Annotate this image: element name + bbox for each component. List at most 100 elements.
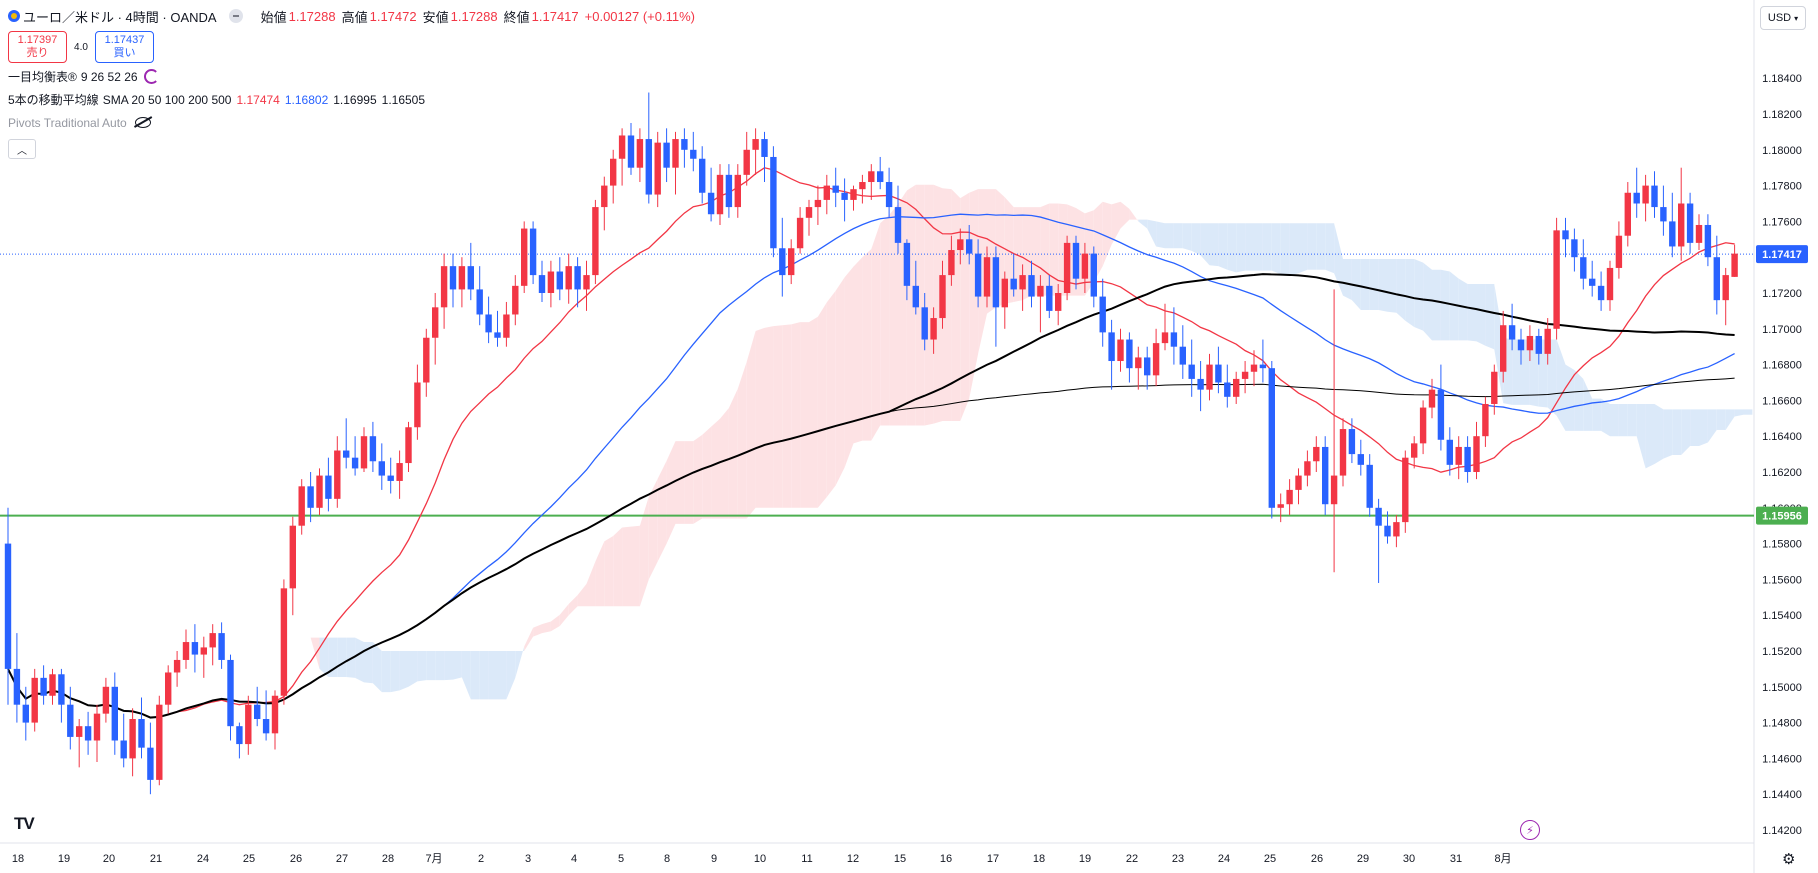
ichimoku-cloud-segment <box>568 595 578 616</box>
candle-body <box>1277 504 1284 508</box>
candle-body <box>1161 332 1169 344</box>
eye-off-icon[interactable] <box>134 117 151 128</box>
price-tick-label: 1.17800 <box>1762 181 1802 193</box>
time-tick-label: 18 <box>12 853 24 865</box>
ichimoku-cloud-segment <box>408 651 418 687</box>
candle-body <box>84 726 92 741</box>
candle-body <box>67 704 74 737</box>
last-price-label-bg <box>1756 245 1808 264</box>
currency-flag-icon <box>8 10 20 22</box>
time-tick-label: 29 <box>1357 853 1369 865</box>
candle-body <box>1046 285 1053 311</box>
time-tick-label: 15 <box>894 853 906 865</box>
ichimoku-cloud-segment <box>399 651 409 691</box>
last-price-label: 1.17417 <box>1762 249 1802 261</box>
ichimoku-cloud-segment <box>1369 258 1379 311</box>
collapse-legend-button[interactable]: ︿ <box>8 139 36 159</box>
close-value: 1.17417 <box>531 8 579 24</box>
ichimoku-cloud-segment <box>1378 258 1388 312</box>
candle-body <box>1597 285 1605 301</box>
chart-legend: ユーロ／米ドル · 4時間 · OANDA 始値 1.17288 高値 1.1747… <box>8 6 695 159</box>
ichimoku-cloud-segment <box>577 583 587 607</box>
ichimoku-cloud-segment <box>622 526 631 607</box>
candle-body <box>1571 239 1578 258</box>
candle-body <box>102 686 110 714</box>
candle-body <box>1704 224 1712 258</box>
ichimoku-cloud-segment <box>1449 271 1459 341</box>
ichimoku-cloud-segment <box>301 628 311 638</box>
ichimoku-cloud-segment <box>1280 223 1290 276</box>
ichimoku-cloud-segment <box>444 651 453 681</box>
refresh-icon[interactable] <box>143 69 159 84</box>
bolt-icon[interactable]: ⚡ <box>1520 820 1540 840</box>
ichimoku-cloud-segment <box>355 637 364 683</box>
candle-body <box>1268 368 1275 508</box>
ichimoku-cloud-segment <box>1654 403 1664 464</box>
sell-label: 売り <box>26 47 49 59</box>
ichimoku-cloud-segment <box>702 426 712 519</box>
candle-body <box>334 450 341 499</box>
chevron-down-icon: ▾ <box>1794 13 1799 23</box>
price-tick-label: 1.15600 <box>1762 574 1802 586</box>
candle-body <box>1606 267 1614 301</box>
time-tick-label: 25 <box>1264 853 1276 865</box>
ichimoku-cloud-segment <box>1298 223 1308 274</box>
candle-body <box>494 332 501 338</box>
candle-body <box>298 486 305 526</box>
ma-value-3: 1.16995 <box>333 92 377 107</box>
candle-body <box>1152 343 1160 376</box>
candle-body <box>307 486 314 508</box>
close-label: 終値 <box>503 9 530 25</box>
ichimoku-cloud-segment <box>720 408 729 519</box>
candle-body <box>592 207 599 276</box>
candle-body <box>1135 357 1142 369</box>
candle-body <box>111 686 118 741</box>
ichimoku-cloud-segment <box>639 496 649 607</box>
candle-body <box>1660 207 1667 222</box>
time-tick-label: 20 <box>103 853 115 865</box>
buy-button[interactable]: 1.17437 買い <box>95 31 154 63</box>
tradingview-logo: TV <box>14 814 35 833</box>
pivots-legend[interactable]: Pivots Traditional Auto <box>8 112 695 133</box>
candle-body <box>191 642 199 655</box>
candle-body <box>147 747 154 780</box>
ma-legend[interactable]: 5本の移動平均線 SMA 20 50 100 200 500 1.17474 1… <box>8 89 695 110</box>
market-status-icon[interactable] <box>228 9 243 23</box>
candle-body <box>1615 235 1623 268</box>
candle-body <box>1722 275 1729 301</box>
ichimoku-cloud-segment <box>1485 284 1495 350</box>
gear-icon[interactable]: ⚙ <box>1782 851 1796 868</box>
time-tick-label: 22 <box>1126 853 1138 865</box>
ichimoku-cloud-segment <box>1138 219 1148 229</box>
candle-body <box>583 275 590 290</box>
candle-body <box>485 314 492 333</box>
ichimoku-cloud-segment <box>817 302 827 508</box>
change-value: +0.00127 (+0.11%) <box>584 8 695 24</box>
ichimoku-cloud-segment <box>1191 223 1201 256</box>
ichimoku-cloud-segment <box>1645 403 1655 469</box>
symbol-title[interactable]: ユーロ／米ドル · 4時間 · OANDA <box>23 9 217 25</box>
low-value: 1.17288 <box>450 8 498 24</box>
candle-body <box>921 307 928 340</box>
time-tick-label: 8 <box>664 853 670 865</box>
candle-body <box>343 450 350 458</box>
ichimoku-cloud-segment <box>782 324 792 508</box>
sell-button[interactable]: 1.17397 売り <box>8 31 67 63</box>
price-tick-label: 1.16200 <box>1762 467 1802 479</box>
ichimoku-cloud-segment <box>1636 403 1646 469</box>
candle-body <box>218 633 225 660</box>
time-tick-label: 16 <box>940 853 952 865</box>
ichimoku-cloud-segment <box>1716 409 1726 430</box>
candle-body <box>280 588 288 696</box>
currency-button[interactable]: USD ▾ <box>1760 6 1806 30</box>
ichimoku-legend[interactable]: 一目均衡表® 9 26 52 26 <box>8 66 695 87</box>
ichimoku-cloud-segment <box>1271 223 1281 275</box>
ichimoku-cloud-segment <box>755 327 765 508</box>
time-tick-label: 4 <box>571 853 577 865</box>
ichimoku-cloud-segment <box>924 184 934 426</box>
candle-body <box>387 475 394 481</box>
candle-body <box>156 704 163 780</box>
time-tick-label: 24 <box>197 853 209 865</box>
candle-body <box>1455 446 1462 465</box>
